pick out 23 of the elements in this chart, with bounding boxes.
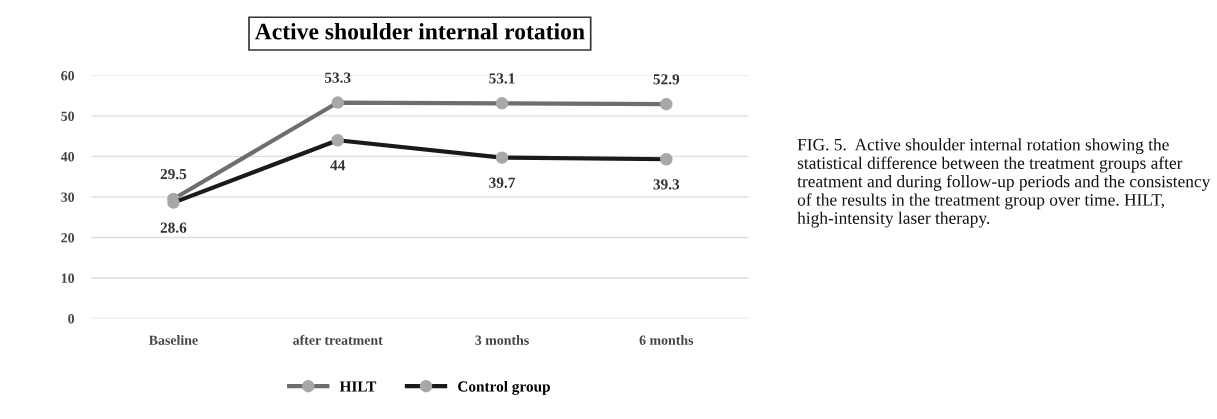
data-label: 53.3 <box>324 72 351 83</box>
data-label: 28.6 <box>160 222 187 233</box>
x-tick-label: after treatment <box>293 334 383 345</box>
data-label: 44 <box>330 160 346 171</box>
y-tick-label: 40 <box>60 152 75 162</box>
data-label: 53.1 <box>489 73 515 84</box>
legend-label: HILT <box>339 381 377 392</box>
caption: FIG. 5. Active shoulder internal rotation showing the statistical difference between the treatment groups after treatment and during follow-up periods and the consistency of the results in the treatment group over time. HILT, high-intensity laser therapy. <box>797 138 1211 228</box>
x-tick-label: 3 months <box>475 335 529 345</box>
data-label: 39.7 <box>489 177 516 188</box>
data-label: 29.5 <box>160 168 187 180</box>
y-tick-label: 10 <box>61 273 75 283</box>
data-label: 39.3 <box>653 179 680 190</box>
y-tick-label: 30 <box>61 192 75 202</box>
y-tick-label: 0 <box>68 314 75 324</box>
chart-title: Active shoulder internal rotation <box>254 22 585 40</box>
legend-label: Control group <box>458 380 550 395</box>
x-tick-label: 6 months <box>639 335 694 345</box>
y-tick-label: 60 <box>61 71 75 81</box>
y-tick-label: 50 <box>61 111 75 121</box>
x-tick-label: Baseline <box>148 335 198 345</box>
y-tick-label: 20 <box>61 233 75 243</box>
data-label: 52.9 <box>653 74 680 85</box>
